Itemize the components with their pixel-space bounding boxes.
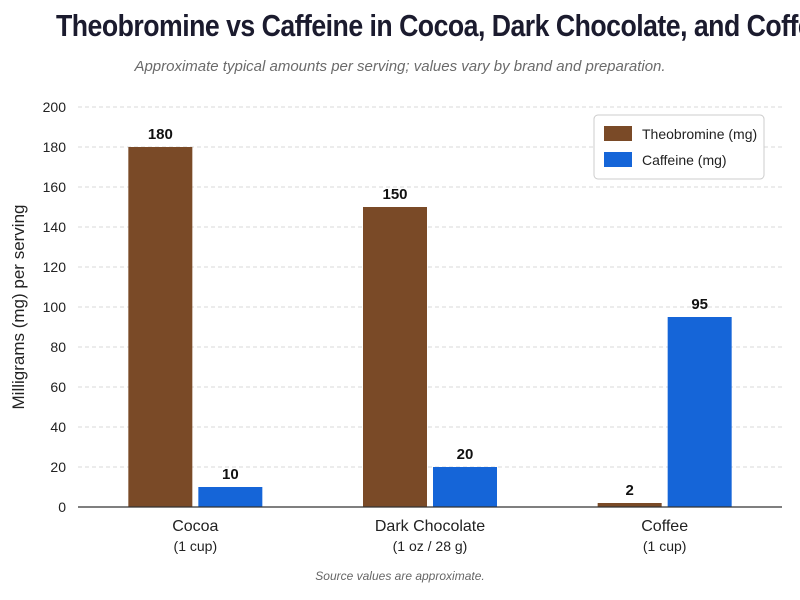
y-axis-title: Milligrams (mg) per serving <box>9 205 28 410</box>
legend-label: Theobromine (mg) <box>642 126 757 142</box>
bar-caffeine <box>433 467 497 507</box>
y-tick-label: 100 <box>43 299 67 315</box>
bars <box>128 147 732 507</box>
x-axis-categories: Cocoa (1 cup) Dark Chocolate (1 oz / 28 g) C… <box>172 518 688 554</box>
y-tick-label: 40 <box>50 419 66 435</box>
data-label: 180 <box>148 126 173 143</box>
footnote: Source values are approximate. <box>315 569 485 583</box>
bar-caffeine <box>667 317 732 507</box>
data-label: 2 <box>625 482 633 499</box>
y-tick-label: 80 <box>50 339 66 355</box>
y-tick-label: 0 <box>58 499 66 515</box>
bar-theobromine <box>363 207 427 507</box>
data-label: 95 <box>691 296 708 313</box>
y-tick-label: 200 <box>43 99 67 115</box>
bar-theobromine <box>597 503 662 507</box>
x-category-sublabel: (1 oz / 28 g) <box>393 538 468 554</box>
bar-theobromine <box>128 147 193 507</box>
legend: Theobromine (mg) Caffeine (mg) <box>593 114 765 180</box>
data-labels: 180 10 150 20 2 95 <box>148 126 708 499</box>
legend-swatch <box>604 126 632 141</box>
legend-swatch <box>604 152 632 167</box>
x-category-label: Coffee <box>641 518 688 535</box>
y-tick-label: 20 <box>50 459 66 475</box>
y-tick-label: 180 <box>43 139 67 155</box>
y-tick-label: 160 <box>43 179 67 195</box>
legend-box <box>593 114 765 180</box>
y-tick-label: 60 <box>50 379 66 395</box>
legend-label: Caffeine (mg) <box>642 152 727 168</box>
chart-subtitle: Approximate typical amounts per serving;… <box>134 58 666 75</box>
gridlines <box>78 106 782 468</box>
x-category-sublabel: (1 cup) <box>643 538 687 554</box>
chart-title: Theobromine vs Caffeine in Cocoa, Dark C… <box>56 8 800 43</box>
data-label: 150 <box>382 186 407 203</box>
x-category-label: Cocoa <box>172 518 218 535</box>
y-tick-label: 140 <box>43 219 67 235</box>
x-category-label: Dark Chocolate <box>375 518 485 535</box>
bar-caffeine <box>198 487 263 507</box>
data-label: 10 <box>222 466 239 483</box>
data-label: 20 <box>457 446 474 463</box>
y-axis-ticks: 0 20 40 60 80 100 120 140 160 180 200 <box>43 99 67 515</box>
y-tick-label: 120 <box>43 259 67 275</box>
x-category-sublabel: (1 cup) <box>174 538 218 554</box>
